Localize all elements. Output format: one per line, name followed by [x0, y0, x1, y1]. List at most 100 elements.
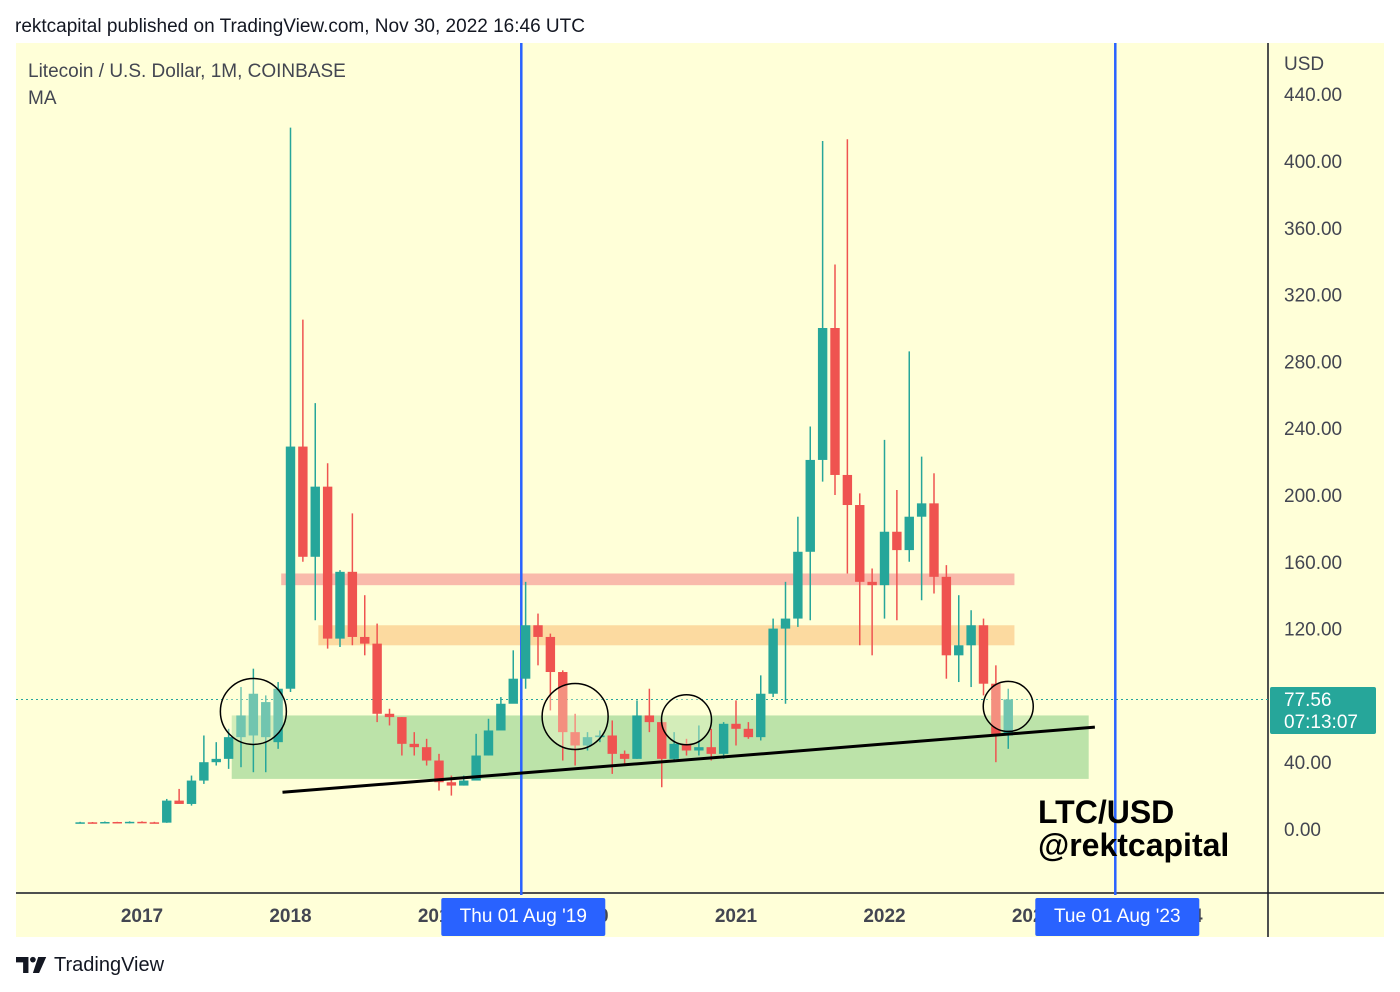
candle-body	[657, 722, 667, 759]
candle	[892, 489, 902, 621]
candle-body	[124, 821, 135, 824]
candle	[941, 565, 952, 679]
candle	[174, 788, 184, 804]
candle-body	[248, 693, 259, 736]
candle	[199, 735, 209, 784]
chart-background	[16, 43, 1384, 937]
candle-body	[718, 723, 729, 754]
candle-body	[607, 735, 617, 754]
candle	[954, 595, 964, 683]
candle	[570, 713, 580, 766]
candle-body	[619, 753, 630, 759]
indicator-label[interactable]: MA	[28, 88, 57, 109]
candle-body	[434, 760, 444, 783]
candle-body	[768, 628, 778, 694]
candle	[706, 728, 716, 761]
footer-brand[interactable]: TradingView	[54, 953, 165, 976]
candle-body	[632, 715, 642, 759]
candle-body	[793, 551, 803, 619]
candle-body	[558, 672, 568, 733]
last-price-value: 77.56	[1284, 690, 1332, 711]
candle-body	[904, 516, 914, 551]
candle	[743, 722, 754, 739]
tradingview-logo-icon[interactable]	[16, 955, 48, 975]
candle	[508, 650, 518, 704]
footer: TradingView	[16, 952, 164, 978]
candle	[830, 264, 840, 495]
candle	[657, 718, 667, 788]
candle-body	[137, 821, 147, 824]
support-trendline	[282, 725, 1095, 794]
candle-body	[87, 822, 98, 824]
candle-body	[149, 822, 160, 824]
y-tick-label: 240.00	[1284, 419, 1342, 440]
y-tick-label: 200.00	[1284, 486, 1342, 507]
candle	[211, 742, 221, 766]
candle	[681, 738, 692, 756]
candle-body	[681, 743, 692, 751]
candle-body	[384, 713, 395, 718]
candle	[360, 595, 370, 656]
y-tick-label: 400.00	[1284, 152, 1342, 173]
candle	[310, 403, 320, 621]
candle	[632, 700, 642, 759]
candle	[322, 463, 333, 649]
candle-body	[669, 743, 679, 759]
candle-body	[855, 505, 865, 582]
x-axis-ticks: 20172018201920202021202220232024Thu 01 A…	[121, 898, 1203, 936]
x-tick-label: 2022	[863, 906, 905, 927]
candle-body	[694, 747, 704, 751]
candle-body	[879, 531, 890, 586]
candle	[520, 581, 531, 689]
candle	[261, 695, 271, 773]
candle-body	[520, 625, 531, 679]
candle	[434, 753, 444, 791]
candle-body	[731, 723, 741, 729]
candle	[545, 633, 556, 711]
candle	[372, 623, 382, 723]
candle-body	[360, 636, 370, 644]
y-tick-label: 0.00	[1284, 820, 1321, 841]
vertical-line-date-label: Tue 01 Aug '23	[1054, 906, 1181, 927]
candle-body	[112, 821, 122, 824]
candle	[112, 821, 122, 824]
candle-body	[966, 625, 976, 646]
candle-body	[211, 758, 221, 763]
vertical-line-date-badge	[441, 898, 606, 936]
candle-body	[459, 780, 469, 786]
highlight-circle	[982, 680, 1034, 733]
candle-body	[372, 643, 382, 714]
candle-body	[756, 693, 766, 738]
candle	[87, 821, 98, 824]
candle	[817, 140, 828, 482]
candle	[595, 730, 605, 743]
candle-body	[941, 576, 952, 656]
candle	[842, 139, 853, 574]
candle	[879, 439, 890, 619]
candle	[409, 732, 419, 756]
candle	[991, 665, 1001, 763]
candles-layer	[75, 127, 1013, 824]
candle-body	[322, 486, 333, 639]
candle-body	[892, 531, 902, 551]
candle	[162, 798, 172, 823]
candle	[669, 732, 679, 763]
candle-body	[421, 747, 432, 761]
candle	[780, 581, 791, 704]
candle	[75, 821, 85, 824]
candle	[496, 697, 506, 731]
candle-body	[298, 446, 308, 557]
candle-body	[273, 688, 283, 743]
candle	[248, 668, 259, 773]
candle	[966, 610, 976, 688]
candle-body	[347, 571, 358, 637]
candle-body	[817, 328, 828, 460]
candle-body	[508, 678, 518, 704]
candle-countdown: 07:13:07	[1284, 712, 1358, 733]
candle-body	[533, 625, 543, 637]
candle	[149, 821, 160, 824]
candle	[978, 618, 989, 696]
candle	[471, 733, 481, 781]
y-tick-label: 280.00	[1284, 352, 1342, 373]
